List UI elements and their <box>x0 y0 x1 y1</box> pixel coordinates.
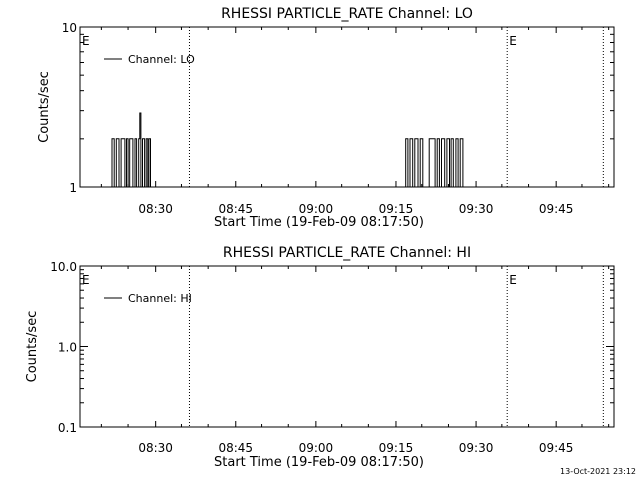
legend-entry: Channel: LO <box>128 53 195 66</box>
plot-frame <box>79 26 615 188</box>
chart-title: RHESSI PARTICLE_RATE Channel: LO <box>221 6 473 22</box>
event-marker-label: E <box>509 273 517 287</box>
series-line <box>111 112 465 188</box>
y-tick-label: 1.0 <box>58 341 77 355</box>
y-tick-label: 10.0 <box>50 260 77 274</box>
x-axis-label: Start Time (19-Feb-09 08:17:50) <box>214 215 424 230</box>
y-tick-label: 1 <box>69 181 77 195</box>
legend-entry: Channel: HI <box>128 292 192 305</box>
x-tick-label: 08:45 <box>218 441 253 455</box>
x-axis-label: Start Time (19-Feb-09 08:17:50) <box>214 455 424 470</box>
x-tick-label: 08:45 <box>218 202 253 216</box>
x-tick-label: 09:45 <box>539 441 574 455</box>
chart-panel-hi: RHESSI PARTICLE_RATE Channel: HI 08:30 08:… <box>25 245 615 470</box>
x-tick-label: 09:00 <box>299 202 334 216</box>
x-tick-label: 09:00 <box>299 441 334 455</box>
x-tick-label: 08:30 <box>138 202 173 216</box>
x-tick-label: 09:45 <box>539 202 574 216</box>
x-tick-label: 08:30 <box>138 441 173 455</box>
footer-timestamp: 13-Oct-2021 23:12 <box>560 467 636 476</box>
x-tick-label: 09:15 <box>379 202 414 216</box>
chart-title: RHESSI PARTICLE_RATE Channel: HI <box>223 245 471 261</box>
chart-panel-lo: RHESSI PARTICLE_RATE Channel: LO 08:30 08:… <box>37 6 615 230</box>
x-tick-label: 09:30 <box>459 202 494 216</box>
plot-frame <box>79 265 615 428</box>
event-marker-label: E <box>509 34 517 48</box>
event-marker-label: E <box>82 34 90 48</box>
x-tick-label: 09:15 <box>379 441 414 455</box>
y-axis-label: Counts/sec <box>25 311 40 383</box>
y-axis-label: Counts/sec <box>37 71 52 143</box>
y-tick-label: 10 <box>62 21 77 35</box>
x-tick-label: 09:30 <box>459 441 494 455</box>
event-marker-label: E <box>82 273 90 287</box>
y-tick-label: 0.1 <box>58 421 77 435</box>
